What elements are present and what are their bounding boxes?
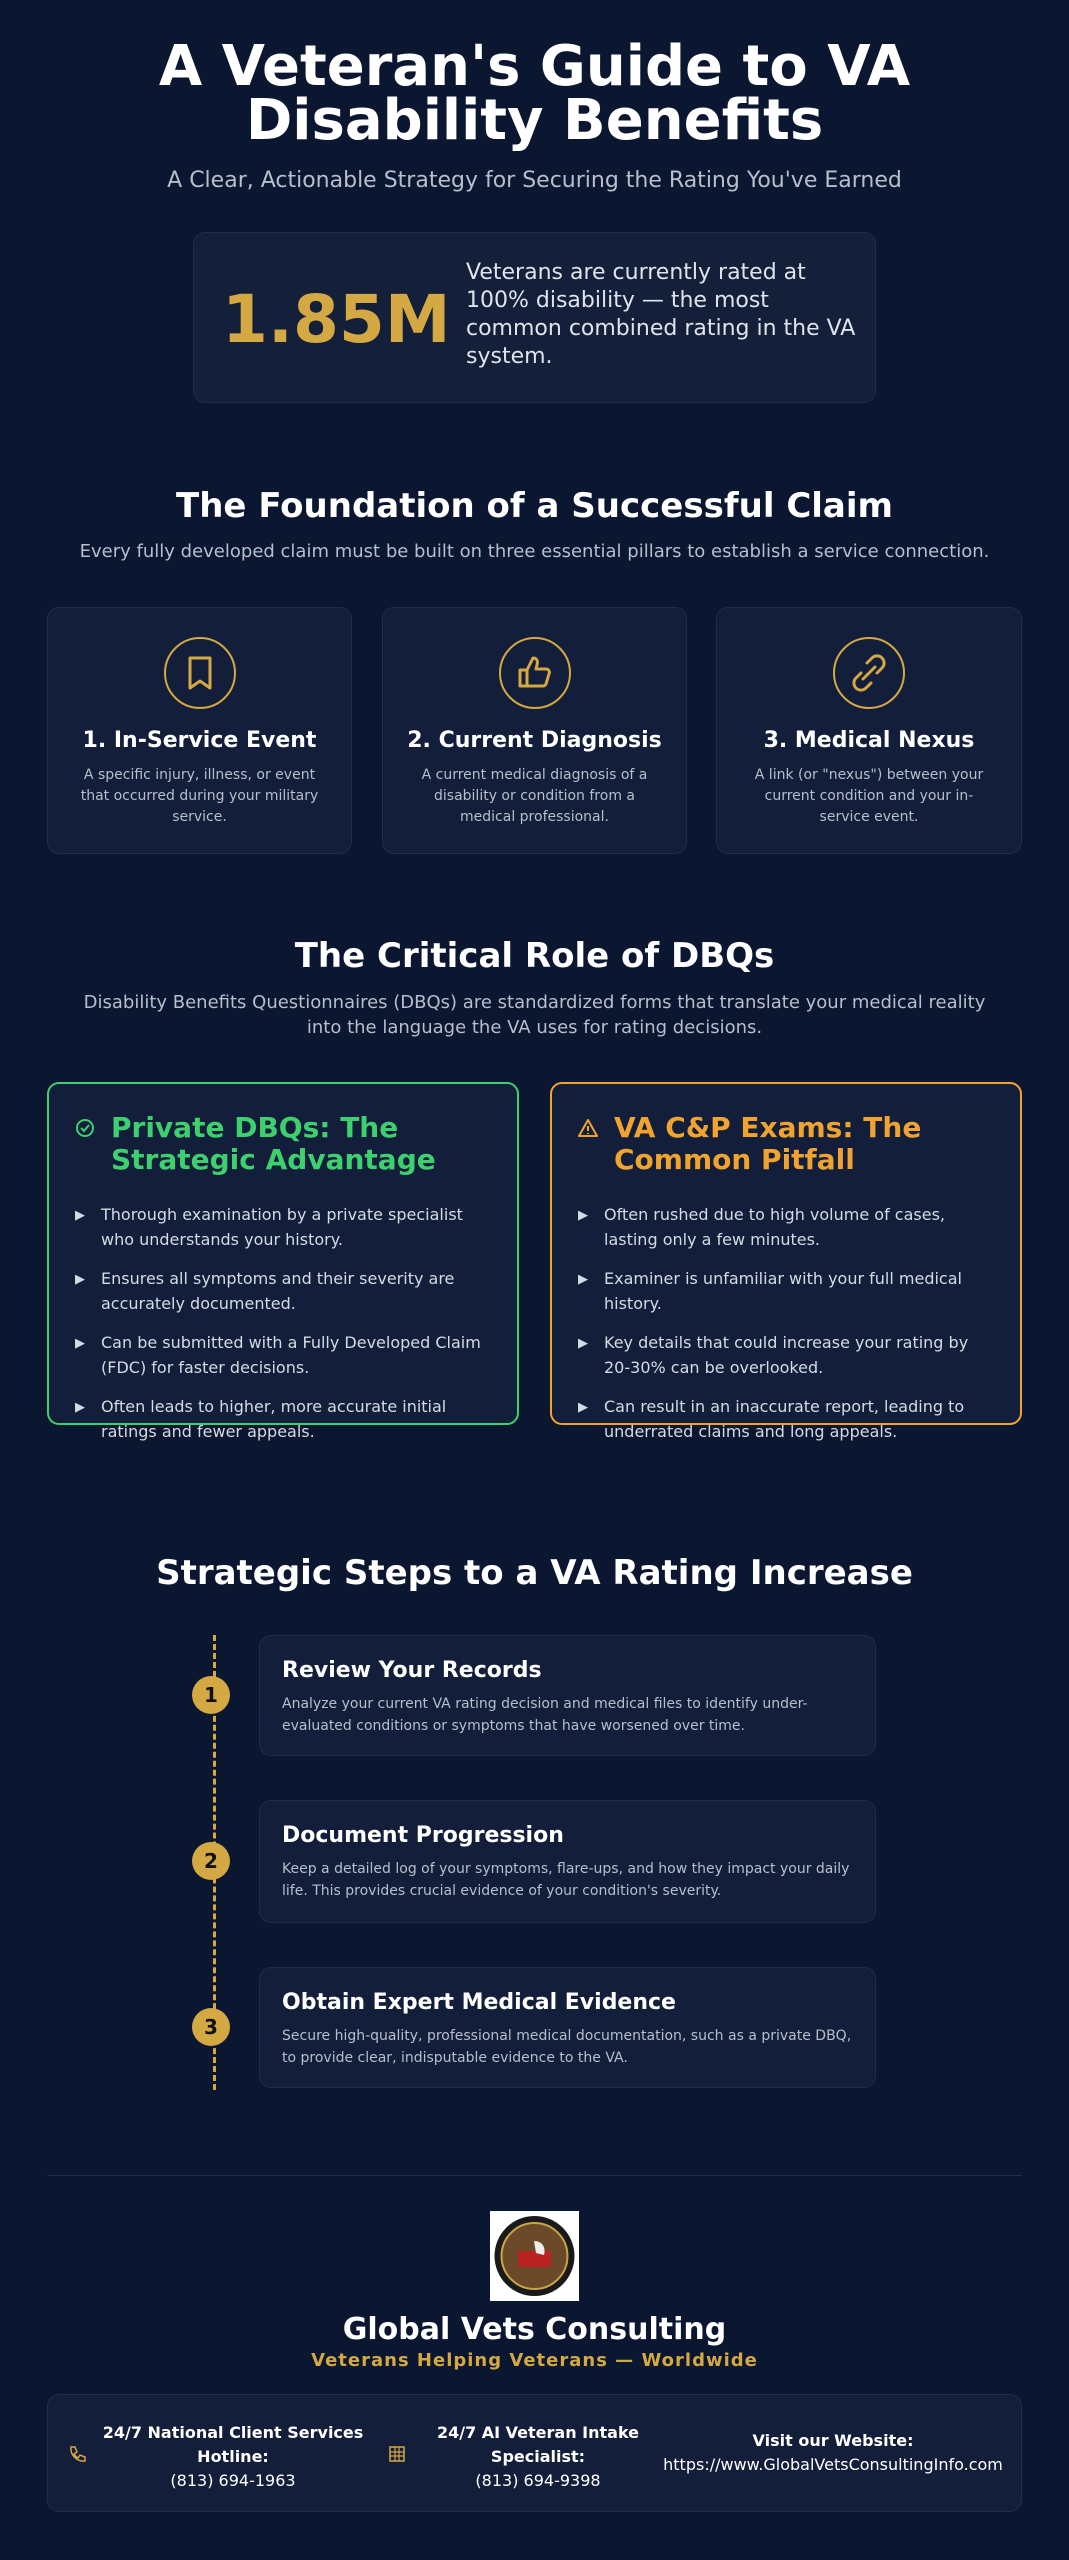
pillar-text: A specific injury, illness, or event tha… xyxy=(80,767,319,825)
section-title: The Foundation of a Successful Claim xyxy=(176,486,893,526)
tagline: Veterans Helping Veterans — Worldwide xyxy=(311,2350,758,2371)
step-card: Obtain Expert Medical Evidence Secure hi… xyxy=(259,1967,876,2088)
step-text: Secure high-quality, professional medica… xyxy=(282,2028,852,2066)
dbq-card: VA C&P Exams: The Common Pitfall Often r… xyxy=(550,1082,1022,1441)
stat-box: 1.85M Veterans are currently rated at 10… xyxy=(193,232,876,403)
pillar-text: A current medical diagnosis of a disabil… xyxy=(421,767,648,825)
section-subtitle: Every fully developed claim must be buil… xyxy=(79,541,990,562)
step-title: Document Progression xyxy=(282,1823,564,1848)
company-name: Global Vets Consulting xyxy=(342,2312,727,2347)
step-title: Review Your Records xyxy=(282,1658,542,1683)
pillar-text: A link (or "nexus") between your current… xyxy=(754,767,984,825)
contact-label: 24/7 National Client Services Hotline: xyxy=(102,2423,364,2466)
list-item: Often rushed due to high volume of cases… xyxy=(578,1202,994,1252)
card-list: Thorough examination by a private specia… xyxy=(75,1202,491,1444)
card-title-text: VA C&P Exams: The Common Pitfall xyxy=(614,1111,922,1176)
stat-value: 1.85M xyxy=(222,281,451,358)
contact: Visit our Website: https://www.GlobalVets… xyxy=(653,2429,1013,2477)
step-text: Analyze your current VA rating decision … xyxy=(282,1696,808,1734)
subtitle: A Clear, Actionable Strategy for Securin… xyxy=(167,168,902,193)
card-title: VA C&P Exams: The Common Pitfall xyxy=(578,1111,994,1176)
list-item: Thorough examination by a private specia… xyxy=(75,1202,491,1252)
card-title-text: Private DBQs: The Strategic Advantage xyxy=(111,1111,436,1176)
step-card: Document Progression Keep a detailed log… xyxy=(259,1800,876,1923)
stat-text: Veterans are currently rated at 100% dis… xyxy=(466,260,856,369)
step-number: 3 xyxy=(192,2008,230,2046)
pillar: 3. Medical Nexus A link (or "nexus") bet… xyxy=(716,607,1022,854)
phone-icon xyxy=(70,2446,86,2462)
icon xyxy=(578,1119,598,1137)
contact-label: Visit our Website: xyxy=(752,2431,914,2450)
pillar-title: 3. Medical Nexus xyxy=(763,728,975,753)
pillar: 1. In-Service Event A specific injury, i… xyxy=(47,607,352,854)
divider xyxy=(47,2175,1022,2176)
contact-label: 24/7 AI Veteran Intake Specialist: xyxy=(436,2423,640,2466)
list-item: Can result in an inaccurate report, lead… xyxy=(578,1394,994,1444)
icon xyxy=(76,1119,94,1137)
contact: 24/7 AI Veteran Intake Specialist: (813) … xyxy=(428,2421,648,2493)
title: A Veteran's Guide to VA Disability Benef… xyxy=(158,34,911,153)
section-title: Strategic Steps to a VA Rating Increase xyxy=(156,1553,913,1593)
contact-box: 24/7 National Client Services Hotline: (8… xyxy=(47,2394,1022,2512)
card-list: Often rushed due to high volume of cases… xyxy=(578,1202,994,1444)
section-title: The Critical Role of DBQs xyxy=(294,936,775,976)
icon xyxy=(163,637,236,709)
icon xyxy=(498,637,571,709)
dbq-card: Private DBQs: The Strategic Advantage Th… xyxy=(47,1082,519,1441)
list-item: Examiner is unfamiliar with your full me… xyxy=(578,1266,994,1316)
step-number: 1 xyxy=(192,1676,230,1714)
contact-value: https://www.GlobalVetsConsultingInfo.com xyxy=(663,2455,1003,2474)
icon xyxy=(833,637,905,709)
contact: 24/7 National Client Services Hotline: (8… xyxy=(98,2421,368,2493)
contact-value: (813) 694-9398 xyxy=(475,2471,601,2490)
step-title: Obtain Expert Medical Evidence xyxy=(282,1990,676,2015)
list-item: Often leads to higher, more accurate ini… xyxy=(75,1394,491,1444)
list-item: Key details that could increase your rat… xyxy=(578,1330,994,1380)
list-item: Ensures all symptoms and their severity … xyxy=(75,1266,491,1316)
pillar-title: 1. In-Service Event xyxy=(82,728,317,753)
step-card: Review Your Records Analyze your current… xyxy=(259,1635,876,1756)
pillar-title: 2. Current Diagnosis xyxy=(407,728,662,753)
step-number: 2 xyxy=(192,1842,230,1880)
logo xyxy=(490,2211,579,2301)
section-subtitle: Disability Benefits Questionnaires (DBQs… xyxy=(83,992,986,1038)
contact-value: (813) 694-1963 xyxy=(170,2471,296,2490)
pillar: 2. Current Diagnosis A current medical d… xyxy=(382,607,687,854)
list-item: Can be submitted with a Fully Developed … xyxy=(75,1330,491,1380)
card-title: Private DBQs: The Strategic Advantage xyxy=(76,1111,491,1176)
step-text: Keep a detailed log of your symptoms, fl… xyxy=(282,1861,850,1899)
grid-icon xyxy=(389,2446,405,2462)
